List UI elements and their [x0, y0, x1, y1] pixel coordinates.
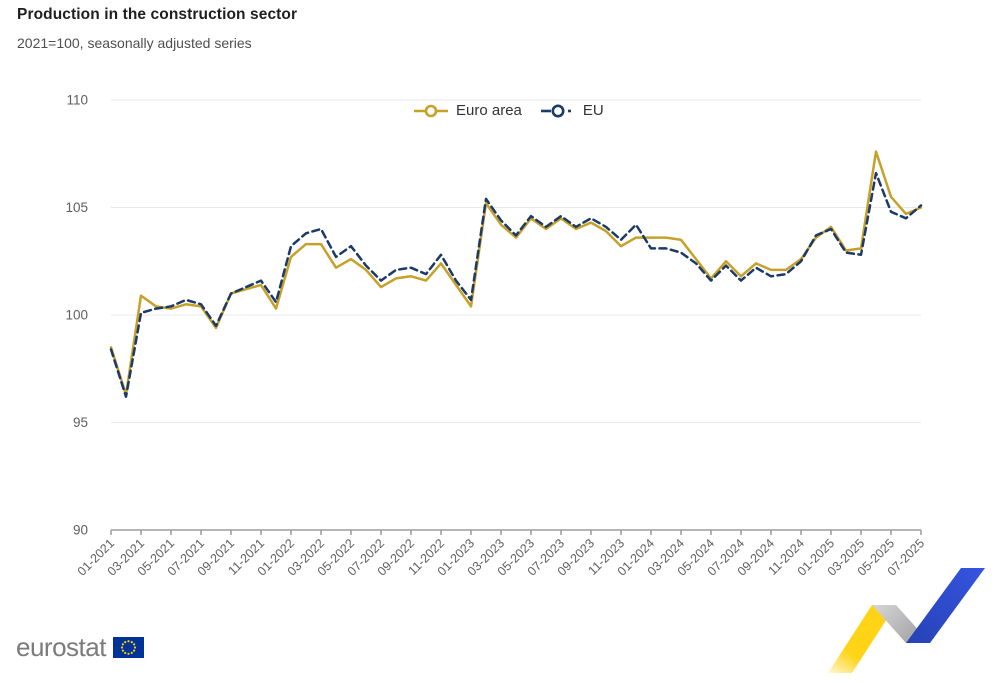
y-tick-label: 105 — [65, 200, 88, 215]
legend-label-euro-area: Euro area — [456, 102, 522, 119]
y-tick-label: 90 — [73, 523, 88, 538]
y-tick-label: 95 — [73, 415, 88, 430]
y-tick-label: 110 — [66, 93, 88, 108]
eu-marker-icon — [540, 104, 571, 117]
series-eu — [109, 171, 923, 398]
legend-item-eu: EU — [540, 102, 604, 119]
eurostat-logo-text: eurostat — [16, 632, 106, 662]
chart-canvas: 909510010511001-202103-202105-202107-202… — [65, 93, 927, 579]
chart-title: Production in the construction sector — [17, 6, 298, 23]
series-euro-area — [109, 150, 923, 396]
eu-flag-icon — [112, 636, 144, 658]
chart-legend: Euro area EU — [413, 102, 604, 119]
y-tick-label: 100 — [65, 308, 88, 323]
chart-subtitle: 2021=100, seasonally adjusted series — [17, 35, 252, 51]
legend-label-eu: EU — [582, 102, 604, 119]
eu-flag-stars — [120, 639, 137, 655]
eurostat-logo: eurostat — [16, 634, 144, 660]
legend-item-euro-area: Euro area — [413, 102, 522, 119]
euro-area-marker-icon — [414, 104, 448, 117]
ribbon-decoration-icon — [828, 568, 985, 673]
